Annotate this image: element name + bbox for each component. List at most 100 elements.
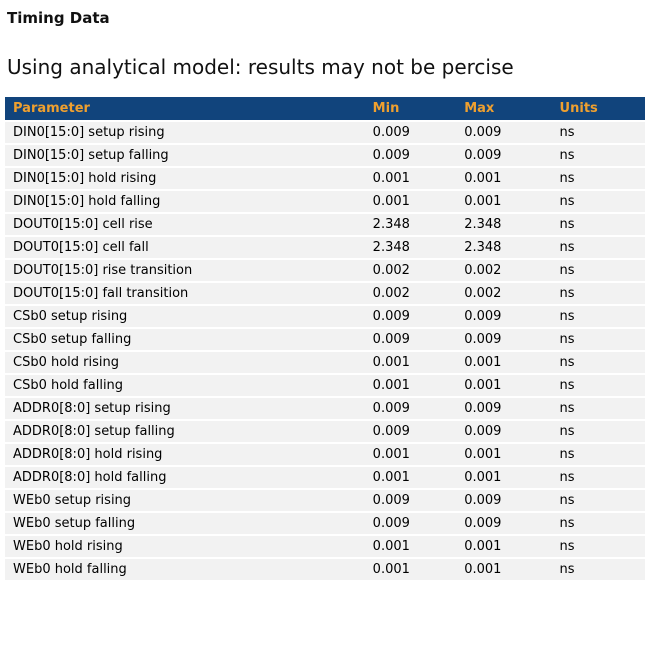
cell-max: 0.002 [456, 282, 552, 306]
column-header-units: Units [551, 97, 645, 122]
cell-units: ns [551, 374, 645, 398]
cell-max: 0.009 [456, 512, 552, 536]
cell-min: 0.009 [364, 144, 457, 168]
cell-parameter: ADDR0[8:0] hold falling [5, 466, 365, 490]
cell-min: 0.009 [364, 328, 457, 352]
cell-units: ns [551, 512, 645, 536]
cell-min: 0.009 [364, 420, 457, 444]
cell-min: 0.002 [364, 259, 457, 283]
cell-max: 0.002 [456, 259, 552, 283]
cell-max: 0.001 [456, 351, 552, 375]
cell-units: ns [551, 466, 645, 490]
cell-parameter: DOUT0[15:0] cell fall [5, 236, 365, 260]
cell-max: 0.009 [456, 328, 552, 352]
cell-parameter: DIN0[15:0] hold falling [5, 190, 365, 214]
page-subtitle: Using analytical model: results may not … [7, 55, 514, 79]
cell-max: 0.001 [456, 190, 552, 214]
cell-max: 2.348 [456, 213, 552, 237]
column-header-max: Max [456, 97, 552, 122]
cell-min: 2.348 [364, 236, 457, 260]
table-body: DIN0[15:0] setup rising 0.009 0.009 ns DIN0[… [5, 121, 645, 582]
cell-min: 0.001 [364, 443, 457, 467]
table-row: CSb0 setup falling 0.009 0.009 ns [5, 328, 645, 352]
table-row: WEb0 setup rising 0.009 0.009 ns [5, 489, 645, 513]
table-row: DIN0[15:0] hold rising 0.001 0.001 ns [5, 167, 645, 191]
cell-min: 0.001 [364, 466, 457, 490]
cell-parameter: ADDR0[8:0] setup rising [5, 397, 365, 421]
cell-parameter: WEb0 setup falling [5, 512, 365, 536]
table-row: DOUT0[15:0] fall transition 0.002 0.002 ns [5, 282, 645, 306]
cell-max: 0.001 [456, 374, 552, 398]
cell-units: ns [551, 144, 645, 168]
table-row: ADDR0[8:0] hold rising 0.001 0.001 ns [5, 443, 645, 467]
cell-max: 0.009 [456, 121, 552, 145]
page-title: Timing Data [7, 9, 110, 27]
table-row: CSb0 setup rising 0.009 0.009 ns [5, 305, 645, 329]
cell-parameter: ADDR0[8:0] hold rising [5, 443, 365, 467]
cell-min: 0.009 [364, 397, 457, 421]
cell-parameter: DOUT0[15:0] rise transition [5, 259, 365, 283]
cell-units: ns [551, 443, 645, 467]
table-row: ADDR0[8:0] setup falling 0.009 0.009 ns [5, 420, 645, 444]
cell-parameter: WEb0 hold rising [5, 535, 365, 559]
cell-units: ns [551, 236, 645, 260]
table-row: ADDR0[8:0] setup rising 0.009 0.009 ns [5, 397, 645, 421]
table-row: DIN0[15:0] setup falling 0.009 0.009 ns [5, 144, 645, 168]
cell-units: ns [551, 213, 645, 237]
cell-units: ns [551, 190, 645, 214]
cell-min: 2.348 [364, 213, 457, 237]
cell-max: 0.009 [456, 305, 552, 329]
cell-parameter: DIN0[15:0] setup rising [5, 121, 365, 145]
cell-parameter: DOUT0[15:0] fall transition [5, 282, 365, 306]
table-row: WEb0 hold falling 0.001 0.001 ns [5, 558, 645, 582]
cell-max: 0.009 [456, 489, 552, 513]
cell-max: 0.001 [456, 535, 552, 559]
cell-parameter: ADDR0[8:0] setup falling [5, 420, 365, 444]
table-row: DOUT0[15:0] cell rise 2.348 2.348 ns [5, 213, 645, 237]
cell-min: 0.002 [364, 282, 457, 306]
cell-units: ns [551, 489, 645, 513]
cell-units: ns [551, 328, 645, 352]
cell-parameter: CSb0 hold falling [5, 374, 365, 398]
column-header-parameter: Parameter [5, 97, 365, 122]
cell-max: 0.001 [456, 558, 552, 582]
cell-min: 0.009 [364, 512, 457, 536]
table-row: DIN0[15:0] setup rising 0.009 0.009 ns [5, 121, 645, 145]
cell-min: 0.001 [364, 535, 457, 559]
table-header-row: Parameter Min Max Units [5, 97, 645, 122]
table-row: DIN0[15:0] hold falling 0.001 0.001 ns [5, 190, 645, 214]
cell-min: 0.001 [364, 374, 457, 398]
table-row: DOUT0[15:0] cell fall 2.348 2.348 ns [5, 236, 645, 260]
table-row: ADDR0[8:0] hold falling 0.001 0.001 ns [5, 466, 645, 490]
cell-max: 0.009 [456, 144, 552, 168]
cell-units: ns [551, 167, 645, 191]
cell-parameter: CSb0 setup rising [5, 305, 365, 329]
cell-min: 0.001 [364, 558, 457, 582]
cell-units: ns [551, 305, 645, 329]
table-row: DOUT0[15:0] rise transition 0.002 0.002 ns [5, 259, 645, 283]
cell-max: 0.009 [456, 420, 552, 444]
cell-units: ns [551, 535, 645, 559]
table-row: CSb0 hold falling 0.001 0.001 ns [5, 374, 645, 398]
cell-min: 0.001 [364, 190, 457, 214]
cell-min: 0.001 [364, 167, 457, 191]
cell-units: ns [551, 558, 645, 582]
cell-max: 0.001 [456, 466, 552, 490]
cell-parameter: WEb0 setup rising [5, 489, 365, 513]
cell-min: 0.001 [364, 351, 457, 375]
cell-units: ns [551, 397, 645, 421]
cell-units: ns [551, 351, 645, 375]
table-row: WEb0 hold rising 0.001 0.001 ns [5, 535, 645, 559]
cell-units: ns [551, 420, 645, 444]
cell-parameter: WEb0 hold falling [5, 558, 365, 582]
cell-max: 0.009 [456, 397, 552, 421]
cell-parameter: CSb0 setup falling [5, 328, 365, 352]
cell-parameter: DIN0[15:0] hold rising [5, 167, 365, 191]
cell-max: 0.001 [456, 167, 552, 191]
table-row: CSb0 hold rising 0.001 0.001 ns [5, 351, 645, 375]
table-row: WEb0 setup falling 0.009 0.009 ns [5, 512, 645, 536]
cell-min: 0.009 [364, 121, 457, 145]
cell-min: 0.009 [364, 305, 457, 329]
cell-max: 0.001 [456, 443, 552, 467]
